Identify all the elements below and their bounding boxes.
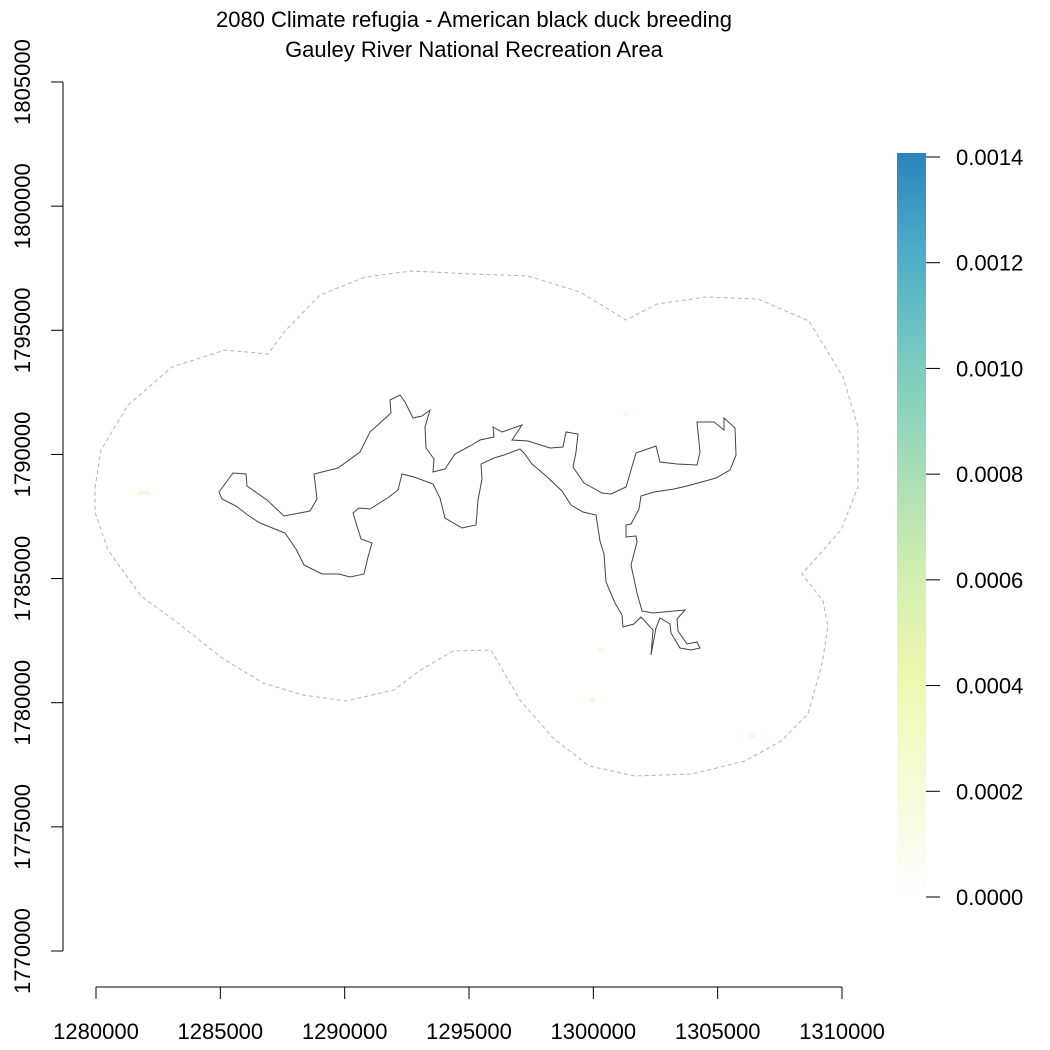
legend-tick-label: 0.0010 (956, 356, 1023, 381)
y-tick-label: 1790000 (10, 412, 35, 498)
park-boundary (218, 394, 737, 656)
y-tick-label: 1795000 (10, 287, 35, 373)
legend-tick-label: 0.0000 (956, 885, 1023, 910)
x-tick-label: 1310000 (799, 1019, 885, 1044)
legend-tick-label: 0.0014 (956, 145, 1023, 170)
x-tick-label: 1300000 (551, 1019, 637, 1044)
legend: 0.0000 0.0002 0.0004 0.0006 0.0008 0.0010 0.00… (897, 145, 1023, 910)
y-tick-label: 1775000 (10, 784, 35, 870)
y-axis: 1770000 1775000 1780000 1785000 1790000 17950… (10, 39, 64, 994)
legend-tick-label: 0.0012 (956, 251, 1023, 276)
map-title-line2: Gauley River National Recreation Area (285, 37, 664, 62)
map-title-line1: 2080 Climate refugia - American black du… (216, 7, 732, 32)
legend-tick-label: 0.0004 (956, 674, 1023, 699)
buffer-outline (94, 270, 859, 777)
y-tick-label: 1780000 (10, 660, 35, 746)
refugia-raster-cells (138, 412, 755, 738)
legend-tick-label: 0.0006 (956, 568, 1023, 593)
y-tick-label: 1770000 (10, 908, 35, 994)
x-tick-label: 1290000 (302, 1019, 388, 1044)
y-tick-label: 1785000 (10, 536, 35, 622)
legend-color-bar (897, 153, 926, 898)
x-tick-label: 1285000 (178, 1019, 264, 1044)
x-tick-label: 1305000 (675, 1019, 761, 1044)
y-tick-label: 1800000 (10, 163, 35, 249)
legend-tick-label: 0.0008 (956, 462, 1023, 487)
x-tick-label: 1295000 (426, 1019, 512, 1044)
x-axis: 1280000 1285000 1290000 1295000 1300000 13050… (53, 986, 885, 1044)
y-tick-label: 1805000 (10, 39, 35, 125)
x-tick-label: 1280000 (53, 1019, 139, 1044)
legend-ticks: 0.0000 0.0002 0.0004 0.0006 0.0008 0.0010 0.00… (926, 145, 1023, 910)
legend-tick-label: 0.0002 (956, 779, 1023, 804)
